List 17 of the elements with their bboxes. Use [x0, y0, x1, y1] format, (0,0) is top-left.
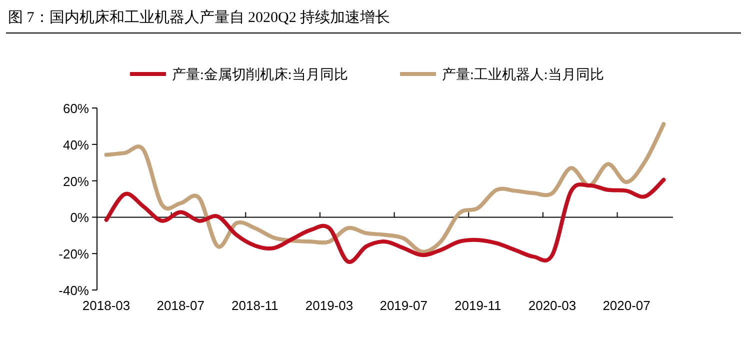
y-tick-label: 0% — [70, 210, 90, 226]
x-tick-label: 2020-03 — [528, 298, 576, 313]
x-tick-label: 2019-11 — [454, 298, 502, 313]
x-tick-label: 2018-03 — [82, 298, 130, 313]
x-tick-label: 2019-03 — [305, 298, 354, 313]
legend-label: 产量:金属切削机床:当月同比 — [172, 67, 348, 83]
x-tick-label: 2018-07 — [156, 298, 204, 313]
y-tick-label: 20% — [62, 174, 90, 189]
y-tick-label: 40% — [62, 137, 90, 152]
x-tick-label: 2018-11 — [232, 298, 278, 313]
y-tick-label: -20% — [58, 246, 90, 262]
x-tick-label: 2020-07 — [602, 298, 650, 313]
y-tick-label: -40% — [58, 283, 90, 298]
chart-title: 图 7：国内机床和工业机器人产量自 2020Q2 持续加速增长 — [8, 9, 390, 26]
x-tick-label: 2019-07 — [380, 298, 428, 313]
legend-label: 产量:工业机器人:当月同比 — [442, 67, 604, 83]
y-tick-label: 60% — [62, 101, 90, 116]
